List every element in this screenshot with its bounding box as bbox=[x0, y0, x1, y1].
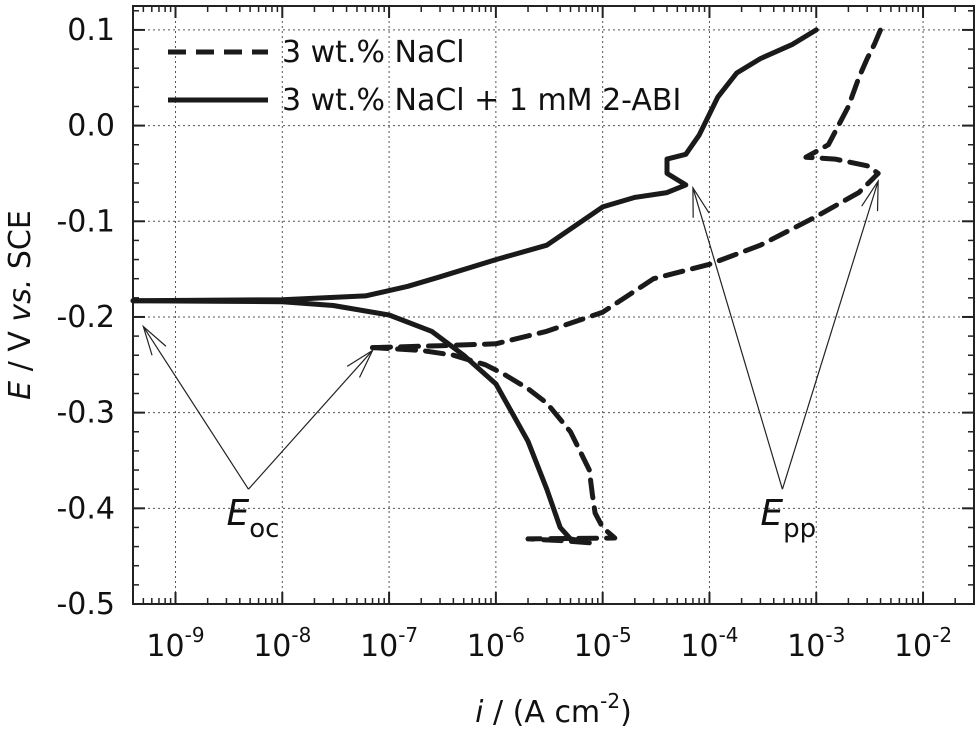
x-tick-exponent: -4 bbox=[719, 623, 739, 647]
annotation-arrow-line bbox=[142, 326, 249, 490]
x-tick-label: 10-9 bbox=[146, 623, 204, 664]
annotation-eoc-label: Eoc bbox=[226, 493, 279, 544]
y-tick-label: 0.0 bbox=[67, 109, 115, 144]
annotation-epp-label: Epp bbox=[760, 493, 816, 544]
y-title-symbol: E bbox=[3, 381, 38, 400]
x-tick-exponent: -6 bbox=[505, 623, 525, 647]
plot-frame bbox=[132, 5, 975, 605]
x-tick-exponent: -9 bbox=[185, 623, 205, 647]
series-1-cathodic-line bbox=[370, 345, 618, 546]
annotation-arrow-line bbox=[781, 180, 879, 490]
legend-label-2: 3 wt.% NaCl + 1 mM 2-ABI bbox=[282, 83, 681, 118]
annotation-arrowhead bbox=[346, 348, 374, 378]
y-tick-label: -0.4 bbox=[56, 491, 115, 526]
x-tick-base: 10 bbox=[787, 629, 825, 664]
x-tick-base: 10 bbox=[894, 629, 932, 664]
x-tick-exponent: -8 bbox=[291, 623, 311, 647]
x-tick-base: 10 bbox=[574, 629, 612, 664]
y-tick-label: 0.1 bbox=[67, 13, 115, 48]
y-tick-label: -0.3 bbox=[56, 396, 115, 431]
annotation-arrowhead bbox=[692, 185, 710, 218]
annotation-eoc-sub: oc bbox=[249, 514, 279, 544]
y-title-reference: SCE bbox=[3, 210, 38, 278]
x-title-units: / (A cm bbox=[484, 695, 601, 730]
y-tick-label: -0.2 bbox=[56, 300, 115, 335]
legend-label-1: 3 wt.% NaCl bbox=[282, 35, 465, 70]
x-tick-label: 10-7 bbox=[360, 623, 418, 664]
y-title-vs: vs. bbox=[3, 279, 38, 322]
x-title-end: ) bbox=[620, 695, 632, 730]
x-tick-base: 10 bbox=[680, 629, 718, 664]
x-tick-base: 10 bbox=[467, 629, 505, 664]
x-tick-label: 10-5 bbox=[574, 623, 632, 664]
x-tick-base: 10 bbox=[253, 629, 291, 664]
annotation-arrow-line bbox=[248, 350, 373, 490]
y-title-units: / V bbox=[3, 322, 38, 381]
annotation-arrowhead bbox=[861, 179, 879, 212]
series-layer bbox=[130, 27, 883, 546]
x-tick-label: 10-2 bbox=[894, 623, 952, 664]
y-tick-label: -0.1 bbox=[56, 204, 115, 239]
series-2-anodic-line bbox=[130, 27, 819, 304]
x-tick-exponent: -2 bbox=[932, 623, 952, 647]
x-tick-exponent: -5 bbox=[612, 623, 632, 647]
annotation-epp-main: E bbox=[760, 493, 783, 534]
annotation-layer: Eoc Epp bbox=[142, 179, 879, 544]
series-1-anodic-line bbox=[370, 27, 883, 351]
x-tick-label: 10-8 bbox=[253, 623, 311, 664]
x-tick-exponent: -3 bbox=[825, 623, 845, 647]
y-tick-label: -0.5 bbox=[56, 587, 115, 622]
x-tick-exponent: -7 bbox=[398, 623, 418, 647]
x-tick-label: 10-6 bbox=[467, 623, 525, 664]
x-tick-base: 10 bbox=[360, 629, 398, 664]
annotation-arrow-line bbox=[692, 187, 783, 490]
annotation-eoc-main: E bbox=[226, 493, 249, 534]
y-axis-ticks: 0.1 0.0 -0.1 -0.2 -0.3 -0.4 -0.5 bbox=[56, 13, 974, 622]
x-tick-label: 10-3 bbox=[787, 623, 845, 664]
annotation-arrowhead bbox=[142, 324, 167, 356]
x-title-symbol: i bbox=[475, 695, 484, 730]
x-title-exponent: -2 bbox=[600, 689, 620, 713]
x-axis-title: i / (A cm-2) bbox=[475, 689, 632, 730]
legend: 3 wt.% NaCl 3 wt.% NaCl + 1 mM 2-ABI bbox=[168, 35, 681, 118]
annotation-epp-sub: pp bbox=[783, 514, 816, 544]
y-axis-title: E / V vs. SCE bbox=[3, 210, 38, 400]
x-tick-label: 10-4 bbox=[680, 623, 738, 664]
series-2-cathodic-line bbox=[130, 298, 589, 545]
x-axis-ticks: 10-9 10-8 10-7 10-6 10-5 10-4 10-3 10-2 bbox=[146, 6, 952, 664]
x-tick-base: 10 bbox=[146, 629, 184, 664]
